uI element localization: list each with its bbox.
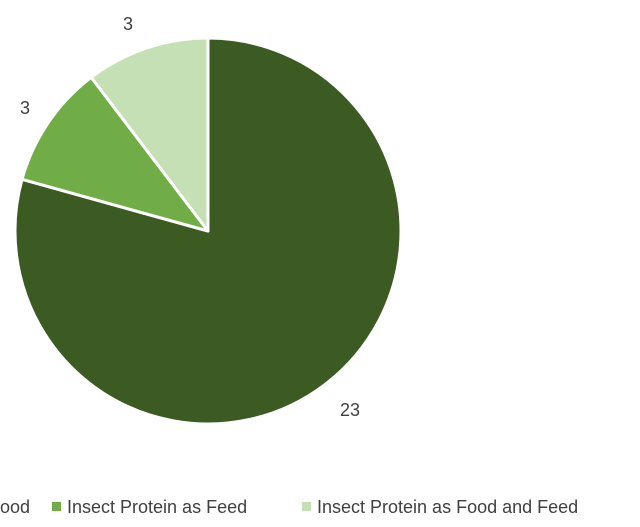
legend-entry-2: Insect Protein as Feed (67, 497, 247, 517)
pie-slice-2 (20, 75, 210, 233)
legend-swatch-2 (52, 502, 61, 511)
data-label-3: 3 (123, 14, 133, 34)
legend-entry-1: ood (0, 497, 30, 517)
data-label-2: 3 (20, 98, 30, 118)
legend-entry-3: Insect Protein as Food and Feed (317, 497, 578, 517)
pie-slices (13, 36, 403, 426)
data-labels: 23 3 3 (20, 14, 360, 420)
legend-swatch-3 (302, 502, 311, 511)
legend: ood Insect Protein as Feed Insect Protein … (0, 497, 578, 517)
pie-slice-3 (89, 36, 210, 233)
data-label-1: 23 (340, 400, 360, 420)
